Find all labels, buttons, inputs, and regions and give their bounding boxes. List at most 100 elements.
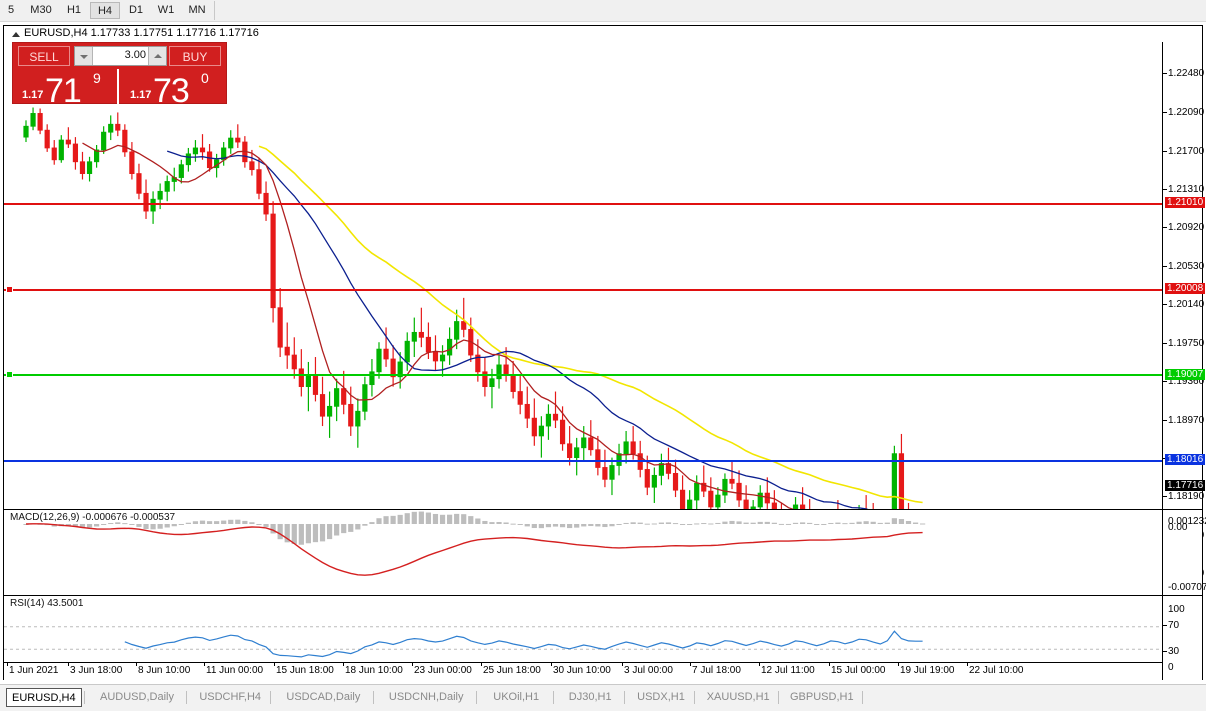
date-axis-label: 23 Jun 00:00 bbox=[414, 665, 472, 676]
date-axis-tick bbox=[551, 663, 552, 666]
timeframe-mn[interactable]: MN bbox=[188, 4, 206, 16]
symbol-tab-bar: EURUSD,H4 AUDUSD,Daily USDCHF,H4 USDCAD,Dai… bbox=[0, 684, 1206, 711]
tab-divider bbox=[186, 691, 188, 704]
toolbar-divider-end bbox=[214, 1, 215, 20]
chart-symbol-label: EURUSD,H4 1.17733 1.17751 1.17716 1.1771… bbox=[24, 27, 259, 39]
date-axis-tick bbox=[343, 663, 344, 666]
macd-axis: 0.001232 0.00 -0.00707 bbox=[1162, 510, 1206, 595]
price-axis-label: 1.19360 bbox=[1168, 376, 1205, 387]
buy-button[interactable]: BUY bbox=[169, 46, 221, 66]
timeframe-h1[interactable]: H1 bbox=[66, 4, 82, 16]
date-axis-label: 30 Jun 10:00 bbox=[553, 665, 611, 676]
date-axis-tick bbox=[690, 663, 691, 666]
timeframe-d1[interactable]: D1 bbox=[128, 4, 144, 16]
price-axis-tick bbox=[1163, 304, 1167, 305]
pane-separator-rsi bbox=[4, 595, 1202, 596]
date-axis-label: 8 Jun 10:00 bbox=[138, 665, 191, 676]
price-tag-1-18016[interactable]: 1.18016 bbox=[1165, 454, 1206, 465]
price-tag-1-17716[interactable]: 1.17716 bbox=[1165, 480, 1206, 491]
tab-divider bbox=[861, 691, 863, 704]
macd-axis-label: 0.00 bbox=[1168, 522, 1188, 533]
bid-price-prefix: 1.17 bbox=[22, 89, 44, 101]
symbol-tab-usdcnh-daily[interactable]: USDCNH,Daily bbox=[388, 691, 464, 703]
date-axis-tick bbox=[481, 663, 482, 666]
date-axis-tick bbox=[622, 663, 623, 666]
macd-pane[interactable]: MACD(12,26,9) -0.000676 -0.000537 bbox=[4, 510, 1162, 595]
symbol-tab-usdcad-daily[interactable]: USDCAD,Daily bbox=[286, 691, 361, 703]
ask-price-fraction: 0 bbox=[201, 70, 209, 86]
symbol-tab-dj30-h1[interactable]: DJ30,H1 bbox=[568, 691, 612, 703]
chart-container[interactable]: EURUSD,H4 1.17733 1.17751 1.17716 1.1771… bbox=[3, 25, 1206, 680]
level-marker-1-20008[interactable] bbox=[6, 286, 13, 293]
timeframe-w1[interactable]: W1 bbox=[157, 4, 175, 16]
price-axis-label: 1.20140 bbox=[1168, 299, 1205, 310]
price-axis-tick bbox=[1163, 420, 1167, 421]
sell-button[interactable]: SELL bbox=[18, 46, 70, 66]
price-axis-label: 1.19750 bbox=[1168, 338, 1205, 349]
date-axis-label: 7 Jul 18:00 bbox=[692, 665, 741, 676]
symbol-tab-audusd-daily[interactable]: AUDUSD,Daily bbox=[100, 691, 174, 703]
ask-price-main: 73 bbox=[153, 72, 190, 105]
timeframe-toolbar: 5 M30 H1 H4 D1 W1 MN bbox=[0, 0, 1206, 22]
date-axis-tick bbox=[412, 663, 413, 666]
date-axis-tick bbox=[829, 663, 830, 666]
level-line-1-19007[interactable] bbox=[4, 374, 1162, 376]
timeframe-h4[interactable]: H4 bbox=[90, 2, 120, 19]
timeframe-m5[interactable]: 5 bbox=[7, 4, 15, 16]
rsi-axis-label: 0 bbox=[1168, 662, 1174, 673]
price-tag-1-20008[interactable]: 1.20008 bbox=[1165, 283, 1206, 294]
tab-divider bbox=[475, 691, 477, 704]
symbol-tab-eurusd-h4[interactable]: EURUSD,H4 bbox=[6, 688, 82, 707]
date-axis-label: 15 Jun 18:00 bbox=[276, 665, 334, 676]
level-line-1-21010[interactable] bbox=[4, 203, 1162, 205]
price-axis-tick bbox=[1163, 227, 1167, 228]
date-axis-label: 25 Jun 18:00 bbox=[483, 665, 541, 676]
date-axis-tick bbox=[68, 663, 69, 666]
date-axis-label: 1 Jun 2021 bbox=[9, 665, 59, 676]
date-axis-label: 3 Jun 18:00 bbox=[70, 665, 123, 676]
price-axis-label: 1.21310 bbox=[1168, 184, 1205, 195]
volume-input[interactable]: 3.00 bbox=[74, 46, 167, 66]
pane-separator-macd bbox=[4, 509, 1202, 510]
level-marker-1-19007[interactable] bbox=[6, 371, 13, 378]
one-click-trading-panel[interactable]: SELL 3.00 BUY 1.17 71 9 1.17 73 0 bbox=[12, 42, 228, 105]
rsi-label: RSI(14) 43.5001 bbox=[10, 598, 84, 609]
symbol-tab-ukoil-h1[interactable]: UKOil,H1 bbox=[493, 691, 540, 703]
level-line-1-20008[interactable] bbox=[4, 289, 1162, 291]
symbol-tab-usdx-h1[interactable]: USDX,H1 bbox=[637, 691, 685, 703]
symbol-tab-xauusd-h1[interactable]: XAUUSD,H1 bbox=[706, 691, 770, 703]
bid-price-display[interactable]: 1.17 71 9 bbox=[13, 69, 119, 105]
price-axis-label: 1.18970 bbox=[1168, 415, 1205, 426]
ask-price-display[interactable]: 1.17 73 0 bbox=[121, 69, 228, 105]
collapse-triangle-icon[interactable] bbox=[12, 32, 20, 37]
level-line-1-18016[interactable] bbox=[4, 460, 1162, 462]
symbol-tab-usdchf-h4[interactable]: USDCHF,H4 bbox=[199, 691, 262, 703]
date-axis-label: 12 Jul 11:00 bbox=[761, 665, 815, 676]
price-axis-tick bbox=[1163, 496, 1167, 497]
tab-divider bbox=[372, 691, 374, 704]
date-axis-label: 3 Jul 00:00 bbox=[624, 665, 673, 676]
volume-increment-button[interactable] bbox=[148, 47, 166, 65]
tab-divider bbox=[778, 691, 779, 704]
symbol-tab-gbpusd-h1[interactable]: GBPUSD,H1 bbox=[790, 691, 854, 703]
date-axis-label: 11 Jun 00:00 bbox=[206, 665, 264, 676]
trade-controls-row: SELL 3.00 BUY bbox=[13, 43, 226, 69]
rsi-axis: 100 70 30 0 bbox=[1162, 596, 1202, 680]
date-axis-tick bbox=[759, 663, 760, 666]
rsi-axis-label: 70 bbox=[1168, 620, 1180, 631]
macd-label: MACD(12,26,9) -0.000676 -0.000537 bbox=[10, 512, 176, 523]
timeframe-m30[interactable]: M30 bbox=[30, 4, 52, 16]
date-axis-tick bbox=[204, 663, 205, 666]
price-pane[interactable] bbox=[4, 42, 1162, 509]
price-tag-1-19007[interactable]: 1.19007 bbox=[1165, 369, 1206, 380]
price-tag-1-21010[interactable]: 1.21010 bbox=[1165, 197, 1206, 208]
volume-decrement-button[interactable] bbox=[75, 47, 93, 65]
price-axis-tick bbox=[1163, 266, 1167, 267]
price-axis-tick bbox=[1163, 381, 1167, 382]
chevron-up-icon bbox=[154, 54, 162, 58]
price-axis-label: 1.18190 bbox=[1168, 491, 1205, 502]
price-axis[interactable]: 1.22480 1.22090 1.21700 1.21310 1.20920 1.205… bbox=[1162, 42, 1206, 679]
date-axis-tick bbox=[136, 663, 137, 666]
date-axis[interactable]: 1 Jun 2021 3 Jun 18:00 8 Jun 10:00 11 Jun 0… bbox=[4, 662, 1162, 680]
